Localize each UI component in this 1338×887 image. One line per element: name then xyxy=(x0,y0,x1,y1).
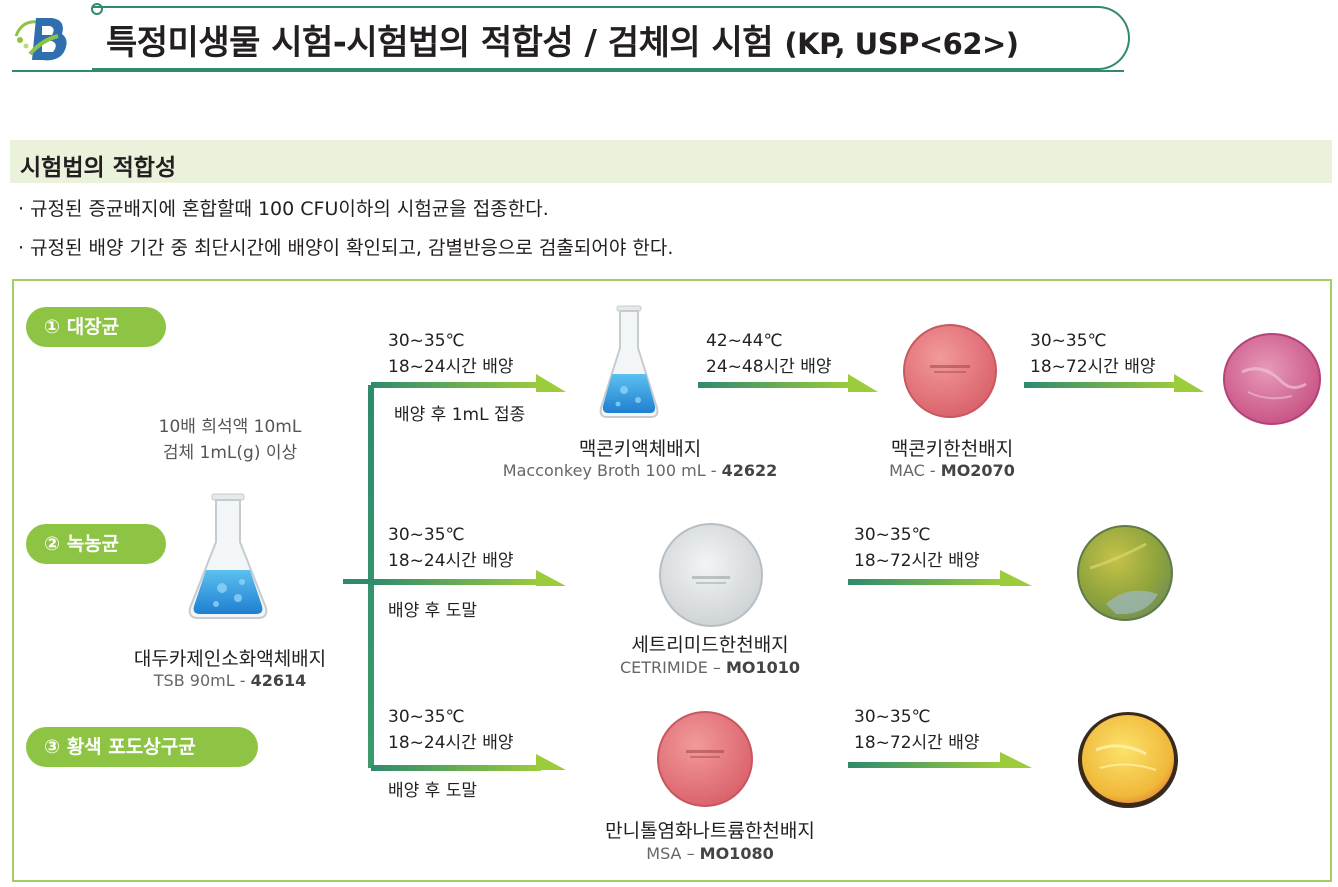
source-code-prefix: TSB 90mL - xyxy=(153,671,251,690)
row1-medium1-code-prefix: Macconkey Broth 100 mL - xyxy=(502,461,722,480)
row3-medium-code-number: MO1080 xyxy=(699,844,774,863)
row2-step1-time: 18~24시간 배양 xyxy=(388,551,514,571)
row3-medium-code-prefix: MSA – xyxy=(646,844,700,863)
row1-step3-temp: 30~35℃ xyxy=(1030,331,1107,351)
section-title: 시험법의 적합성 xyxy=(20,155,177,181)
culture-plate-ecoli-icon xyxy=(1222,332,1322,430)
section-header-bar xyxy=(10,140,1332,183)
source-dilution-line1: 10배 희석액 10mL xyxy=(158,417,302,437)
page-title-suffix: (KP, USP<62>) xyxy=(784,27,1019,61)
logo xyxy=(12,10,74,66)
row1-step1-note: 배양 후 1mL 접종 xyxy=(394,405,526,425)
culture-plate-staphylococcus-icon xyxy=(1076,710,1180,814)
row1-medium1-code-number: 42622 xyxy=(721,461,778,480)
row1-medium1-code: Macconkey Broth 100 mL - 42622 xyxy=(470,461,810,480)
flow-source-stub xyxy=(343,579,374,584)
bullet-item: · 규정된 배양 기간 중 최단시간에 배양이 확인되고, 감별반응으로 검출되… xyxy=(18,237,674,259)
row1-step3-time: 18~72시간 배양 xyxy=(1030,357,1156,377)
row3-step2-temp: 30~35℃ xyxy=(854,707,931,727)
row3-step1-time: 18~24시간 배양 xyxy=(388,733,514,753)
page-title-main: 특정미생물 시험-시험법의 적합성 / 검체의 시험 xyxy=(106,23,774,63)
row1-medium2-code-prefix: MAC - xyxy=(889,461,941,480)
logo-icon xyxy=(14,18,67,61)
source-medium-code: TSB 90mL - 42614 xyxy=(110,671,350,690)
row2-step1-temp: 30~35℃ xyxy=(388,525,465,545)
organism-pill-pseudomonas: ② 녹농균 xyxy=(26,524,166,564)
row2-medium-code-prefix: CETRIMIDE – xyxy=(619,658,726,677)
arrow-row2-step2 xyxy=(848,570,1032,586)
row3-step1-temp: 30~35℃ xyxy=(388,707,465,727)
row2-medium-code: CETRIMIDE – MO1010 xyxy=(590,658,830,677)
row1-medium1-name: 맥콘키액체배지 xyxy=(578,438,702,460)
organism-pill-staphylococcus: ③ 황색 포도상구균 xyxy=(26,727,258,767)
row2-step1-note: 배양 후 도말 xyxy=(388,601,478,621)
row1-step2-temp: 42~44℃ xyxy=(706,331,783,351)
agar-plate-msa-icon xyxy=(656,710,754,812)
culture-plate-pseudomonas-icon xyxy=(1076,524,1174,626)
arrow-row2-step1 xyxy=(371,570,566,586)
row3-step1-note: 배양 후 도말 xyxy=(388,781,478,801)
organism-pill-ecoli: ① 대장균 xyxy=(26,307,166,347)
row1-step1-time: 18~24시간 배양 xyxy=(388,357,514,377)
row2-step2-time: 18~72시간 배양 xyxy=(854,551,980,571)
arrow-row3-step1 xyxy=(371,754,566,771)
source-code-number: 42614 xyxy=(250,671,307,690)
arrow-row1-step3 xyxy=(1024,374,1204,392)
row1-step1-temp: 30~35℃ xyxy=(388,331,465,351)
page-title: 특정미생물 시험-시험법의 적합성 / 검체의 시험 (KP, USP<62>) xyxy=(106,15,1019,64)
flow-trunk xyxy=(368,385,374,768)
row2-step2-temp: 30~35℃ xyxy=(854,525,931,545)
title-underline xyxy=(12,70,1124,72)
row1-step2-time: 24~48시간 배양 xyxy=(706,357,832,377)
arrow-row1-step1 xyxy=(371,374,566,392)
flask-icon xyxy=(598,304,660,424)
row3-step2-time: 18~72시간 배양 xyxy=(854,733,980,753)
row1-medium2-name: 맥콘키한천배지 xyxy=(890,438,1014,460)
arrow-row3-step2 xyxy=(848,752,1032,768)
agar-plate-mac-icon xyxy=(902,323,998,423)
agar-plate-cetrimide-icon xyxy=(658,522,764,632)
arrow-row1-step2 xyxy=(698,374,878,392)
flask-icon xyxy=(186,490,270,626)
row3-medium-code: MSA – MO1080 xyxy=(560,844,860,863)
row1-medium2-code-number: MO2070 xyxy=(940,461,1015,480)
title-frame xyxy=(92,6,1130,70)
row2-medium-name: 세트리미드한천배지 xyxy=(631,634,789,656)
row2-medium-code-number: MO1010 xyxy=(725,658,801,677)
bullet-item: · 규정된 증균배지에 혼합할때 100 CFU이하의 시험균을 접종한다. xyxy=(18,198,549,220)
row1-medium2-code: MAC - MO2070 xyxy=(832,461,1072,480)
source-medium-name: 대두카제인소화액체배지 xyxy=(133,648,327,670)
diagram-frame xyxy=(12,279,1332,882)
source-dilution-line2: 검체 1mL(g) 이상 xyxy=(162,443,298,463)
row3-medium-name: 만니톨염화나트륨한천배지 xyxy=(605,820,815,842)
